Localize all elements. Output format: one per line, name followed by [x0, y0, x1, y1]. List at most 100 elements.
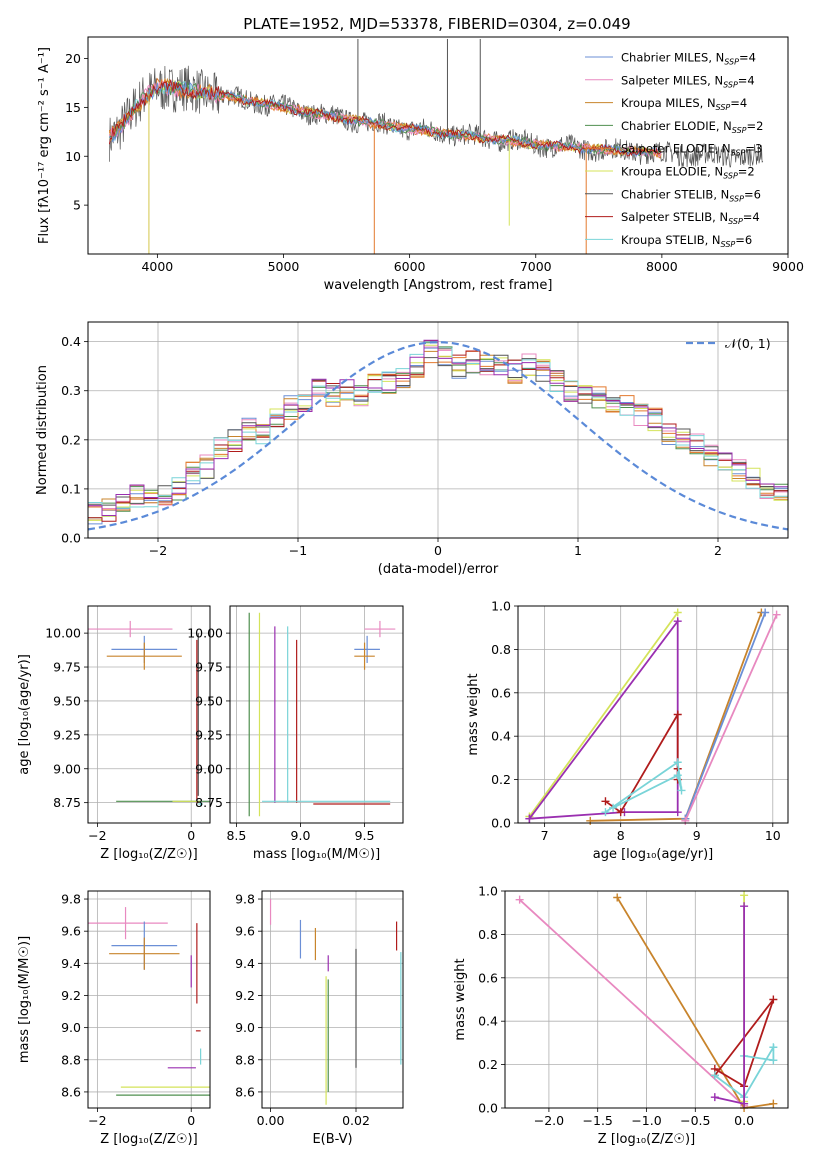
weight_vs_age-series-line-1 — [684, 614, 778, 822]
age_vs_Z-axes — [84, 606, 210, 827]
residuals-x-tick-label: −2 — [149, 543, 167, 558]
weight_vs_age-series-line-0 — [684, 612, 767, 820]
residuals-histogram-0 — [88, 347, 788, 525]
mass_vs_Z-frame — [87, 890, 211, 1109]
age_vs_mass-y-tick-label: 9.50 — [195, 693, 223, 708]
spectrum-legend-label: Salpeter ELODIE, NSSP=3 — [621, 142, 762, 158]
residuals-histogram-5 — [88, 344, 788, 521]
age_vs_Z-x-axis-label: Z [log₁₀(Z/Z☉)] — [100, 847, 197, 862]
weight_vs_age-x-tick-label: 9 — [693, 828, 701, 843]
age_vs_Z-y-tick-label: 9.00 — [53, 761, 81, 776]
weight_vs_age-y-tick-label: 0.2 — [491, 772, 511, 787]
weight_vs_Z-series-line-9 — [714, 906, 745, 1105]
weight_vs_Z-y-tick-label: 0.8 — [478, 927, 498, 942]
spectrum-y-axis-label: Flux [fλ10⁻¹⁷ erg cm⁻² s⁻¹ A⁻¹] — [37, 47, 52, 244]
spectrum-legend-label: Salpeter MILES, NSSP=4 — [621, 73, 755, 89]
mass_vs_ebv-y-tick-label: 9.2 — [235, 988, 255, 1003]
figure-title: PLATE=1952, MJD=53378, FIBERID=0304, z=0… — [243, 15, 630, 33]
mass_vs_Z-y-tick-label: 8.8 — [61, 1052, 81, 1067]
weight_vs_Z-y-tick-label: 0.4 — [478, 1014, 498, 1029]
spectrum-x-tick-label: 8000 — [646, 259, 678, 274]
weight_vs_age-series-line-8 — [604, 760, 683, 813]
weight_vs_age-y-tick-label: 0.0 — [491, 816, 511, 831]
spectrum-x-tick-label: 9000 — [772, 259, 804, 274]
weight_vs_age-y-tick-label: 0.6 — [491, 685, 511, 700]
weight_vs_age-marker — [673, 617, 682, 626]
age_vs_Z-frame — [87, 605, 211, 824]
spectrum-legend-label: Kroupa MILES, NSSP=4 — [621, 96, 747, 112]
weight_vs_Z-y-axis-label: mass weight — [453, 958, 468, 1040]
weight_vs_age-series-line-9 — [528, 618, 679, 820]
mass_vs_Z-y-axis-label: mass [log₁₀(M/M☉)] — [17, 936, 32, 1063]
weight_vs_age-marker — [673, 758, 682, 767]
age_vs_Z-x-tick-label: 0 — [187, 828, 195, 843]
weight_vs_age-x-tick-label: 8 — [617, 828, 625, 843]
weight_vs_Z-series-line-2 — [616, 897, 774, 1108]
mass_vs_ebv-y-tick-label: 8.6 — [235, 1084, 255, 1099]
mass_vs_Z-x-tick-label: −2 — [88, 1113, 106, 1128]
spectrum-legend-label: Kroupa STELIB, NSSP=6 — [621, 233, 752, 249]
weight_vs_age-marker — [673, 710, 682, 719]
weight_vs_age-marker — [601, 797, 610, 806]
spectrum-legend-label: Salpeter STELIB, NSSP=4 — [621, 210, 760, 226]
weight_vs_age-frame — [517, 605, 789, 824]
weight_vs_Z-y-tick-label: 0.2 — [478, 1057, 498, 1072]
age_vs_mass-y-tick-label: 9.75 — [195, 660, 223, 675]
weight_vs_Z-marker — [769, 1043, 778, 1052]
residuals-x-tick-label: −1 — [289, 543, 307, 558]
spectrum-legend-label: Chabrier MILES, NSSP=4 — [621, 51, 756, 67]
mass_vs_ebv-y-tick-label: 9.6 — [235, 924, 255, 939]
spectrum-x-tick-label: 4000 — [141, 259, 173, 274]
mass_vs_ebv-frame — [261, 890, 404, 1109]
plots-layer: 4000 5000 6000 7000 8000 90005101520wavelengt… — [17, 36, 804, 1147]
age_vs_mass-x-tick-label: 8.5 — [226, 828, 246, 843]
weight_vs_age-marker — [677, 786, 686, 795]
age_vs_mass-y-tick-label: 8.75 — [195, 795, 223, 810]
mass_vs_ebv-y-tick-label: 8.8 — [235, 1052, 255, 1067]
age_vs_mass-y-tick-label: 9.00 — [195, 761, 223, 776]
mass_vs_ebv-x-axis-label: E(B-V) — [312, 1132, 352, 1147]
mass_vs_ebv-x-tick-label: 0.02 — [342, 1113, 370, 1128]
weight_vs_Z-frame — [504, 890, 789, 1109]
weight_vs_Z-marker — [769, 995, 778, 1004]
mass_vs_Z-y-tick-label: 9.8 — [61, 892, 81, 907]
residuals-frame — [87, 321, 789, 539]
residuals-legend-label: 𝒩(0, 1) — [725, 336, 771, 351]
residuals-histogram-8 — [88, 341, 788, 517]
weight_vs_age-x-tick-label: 7 — [541, 828, 549, 843]
weight_vs_age-y-axis-label: mass weight — [466, 673, 481, 755]
weight_vs_age-marker — [525, 814, 534, 823]
spectrum-y-tick-label: 10 — [65, 149, 81, 164]
weight_vs_age-marker — [609, 803, 618, 812]
weight_vs_age-series-line-7 — [604, 711, 679, 814]
weight_vs_Z-series-line-1 — [518, 899, 745, 1108]
weight_vs_Z-x-tick-label: −1.0 — [631, 1113, 661, 1128]
age_vs_Z-y-tick-label: 10.00 — [45, 626, 81, 641]
weight_vs_Z-marker — [769, 1099, 778, 1108]
residuals-x-tick-label: 2 — [714, 543, 722, 558]
age_vs_mass-y-tick-label: 9.25 — [195, 727, 223, 742]
weight_vs_Z-y-tick-label: 0.6 — [478, 970, 498, 985]
residuals-histogram-1 — [88, 346, 788, 509]
weight_vs_Z-x-tick-label: −1.5 — [583, 1113, 613, 1128]
mass_vs_ebv-axes — [258, 891, 403, 1112]
age_vs_Z-y-tick-label: 9.50 — [53, 693, 81, 708]
weight_vs_age-series-line-5 — [528, 611, 679, 818]
spectrum-legend-label: Kroupa ELODIE, NSSP=2 — [621, 165, 755, 181]
spectrum-x-tick-label: 7000 — [520, 259, 552, 274]
age_vs_Z-y-axis-label: age [log₁₀(age/yr)] — [17, 654, 32, 775]
age_vs_mass-y-tick-label: 10.00 — [187, 626, 223, 641]
mass_vs_ebv-x-tick-label: 0.00 — [257, 1113, 285, 1128]
weight_vs_Z-marker — [740, 891, 749, 900]
residuals-gaussian-curve — [88, 341, 788, 531]
spectrum-frame — [87, 36, 789, 255]
residuals-y-tick-label: 0.3 — [61, 383, 81, 398]
weight_vs_Z-x-axis-label: Z [log₁₀(Z/Z☉)] — [598, 1132, 695, 1147]
spectrum-series-3 — [109, 81, 662, 157]
mass_vs_Z-y-tick-label: 9.2 — [61, 988, 81, 1003]
age_vs_mass-x-tick-label: 9.5 — [355, 828, 375, 843]
residuals-y-tick-label: 0.0 — [61, 531, 81, 546]
age_vs_Z-y-tick-label: 8.75 — [53, 795, 81, 810]
age_vs_mass-frame — [229, 605, 404, 824]
